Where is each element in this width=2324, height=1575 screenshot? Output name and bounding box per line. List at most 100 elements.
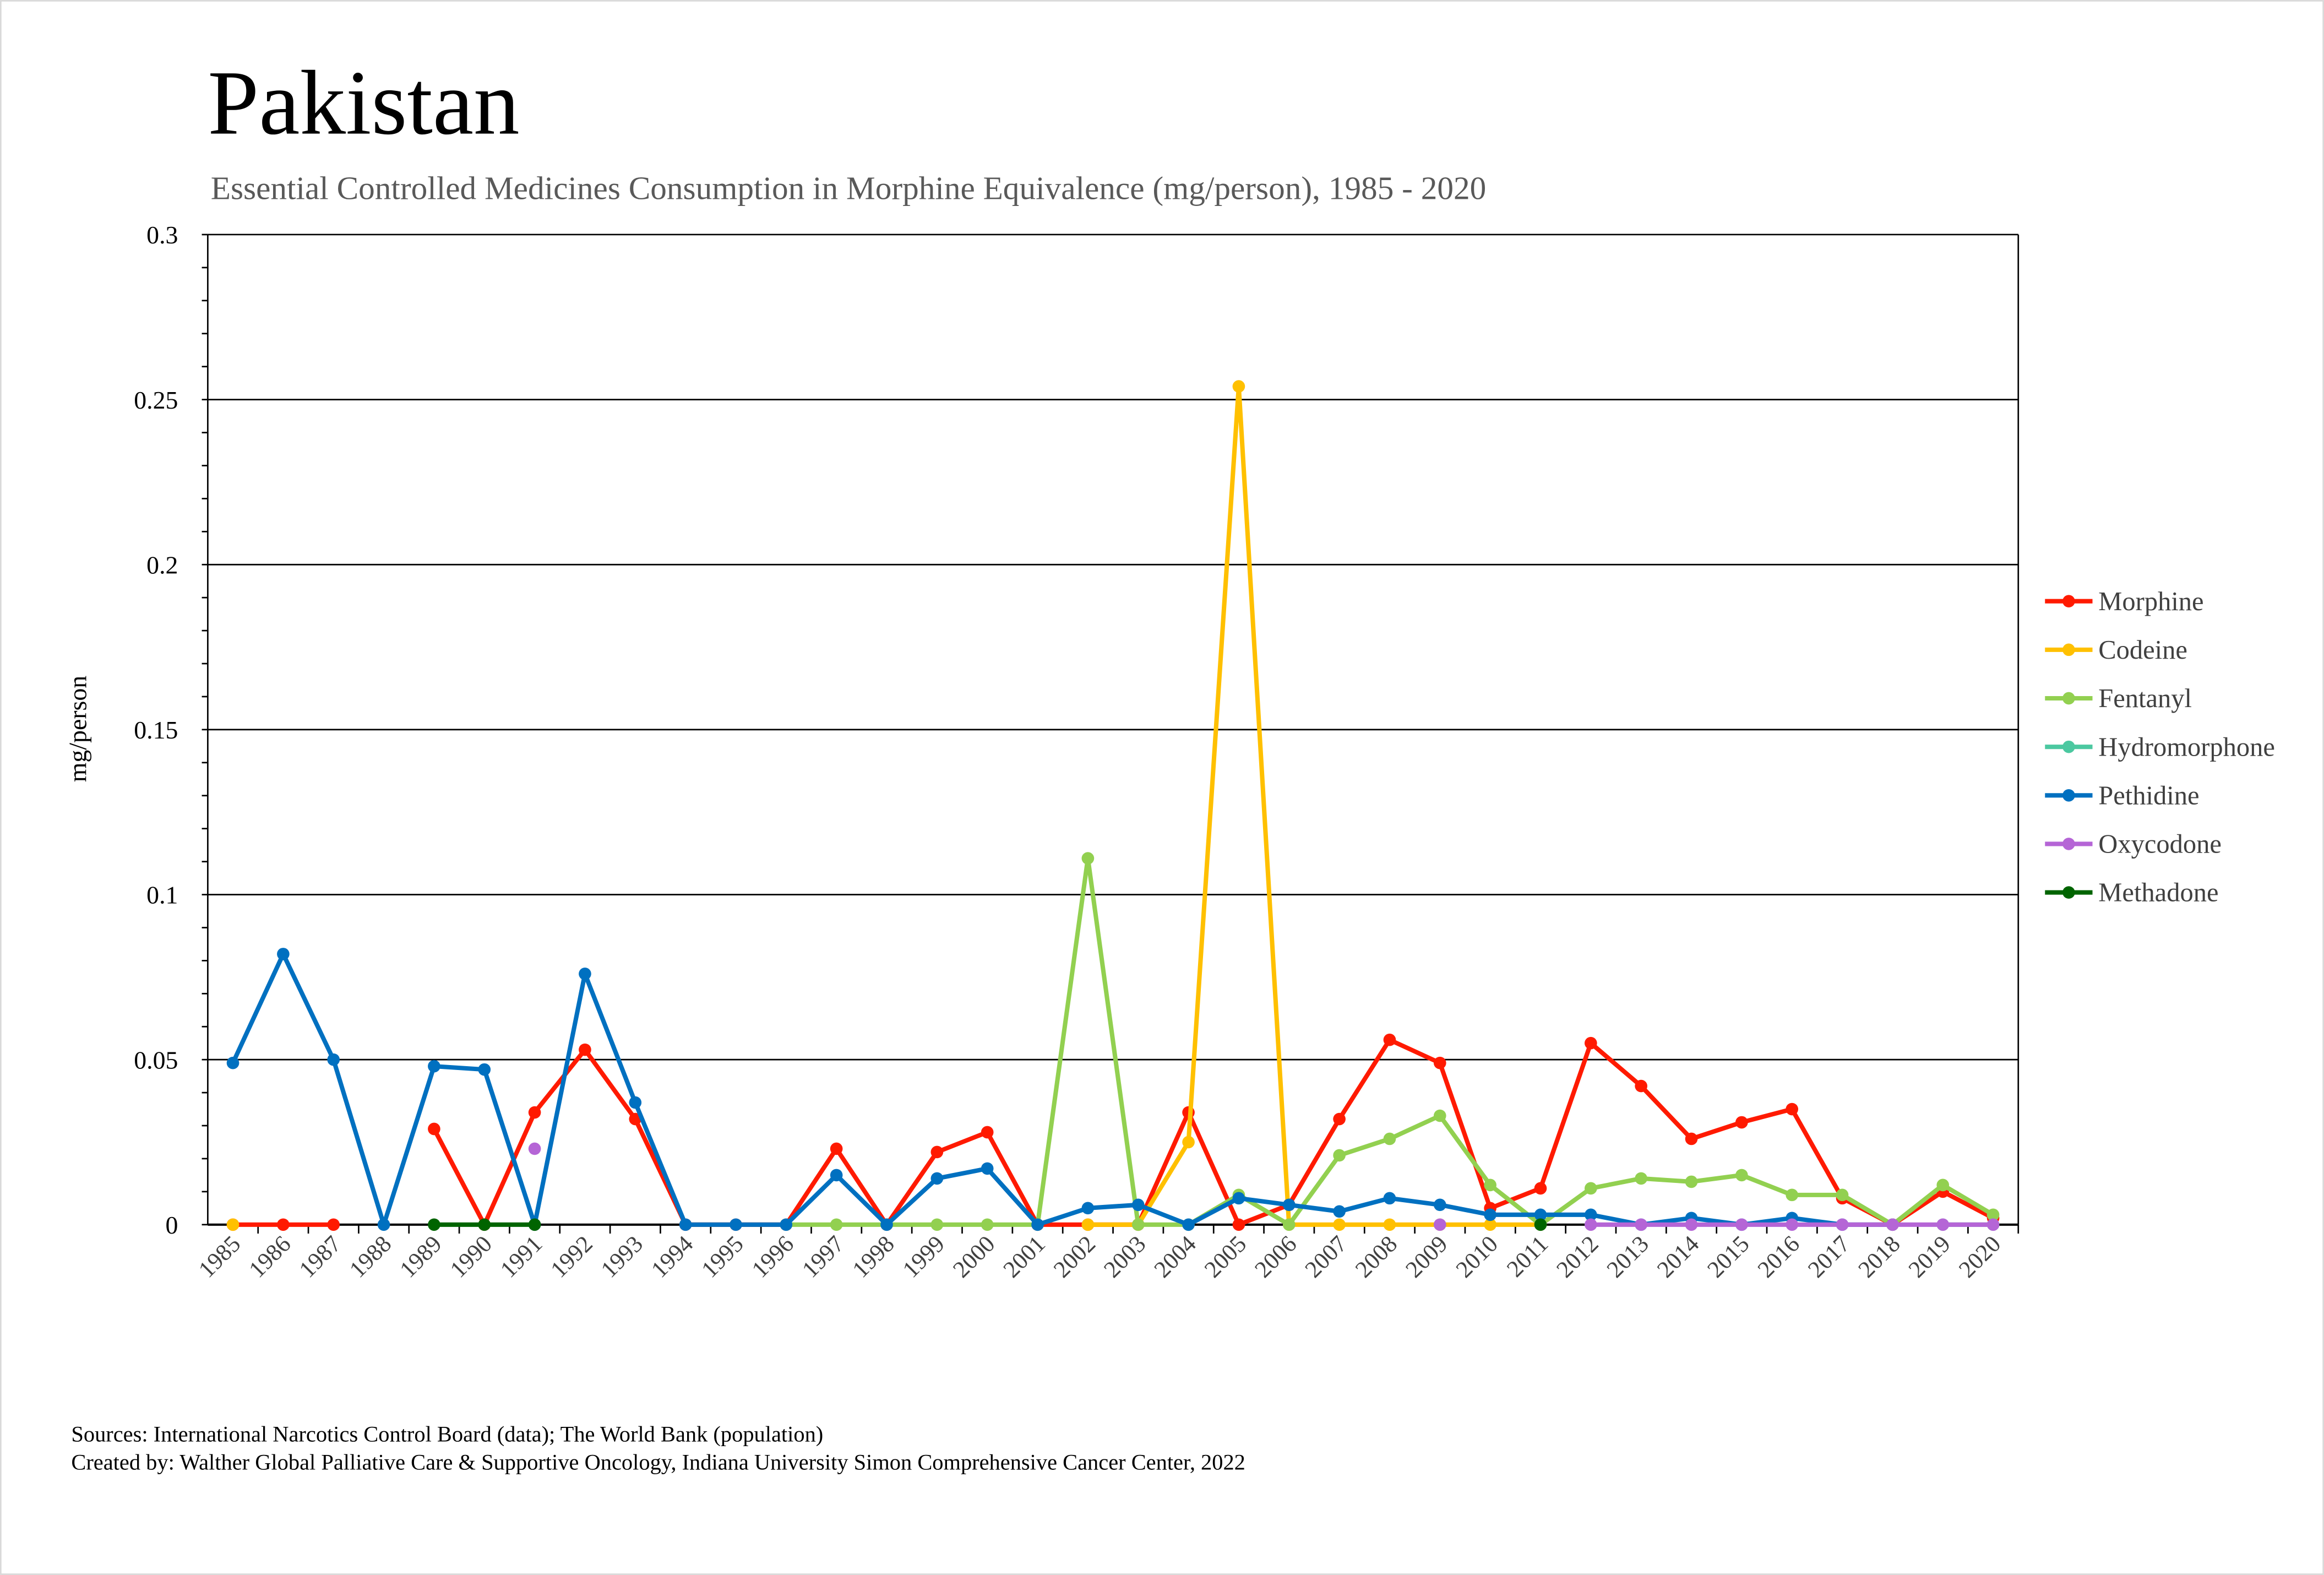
legend-swatch-marker xyxy=(2062,692,2075,705)
legend: Morphine Codeine Fentanyl Hydromorphone Peth… xyxy=(2045,587,2275,908)
legend-label: Morphine xyxy=(2098,587,2203,616)
data-point xyxy=(1635,1218,1647,1231)
data-point xyxy=(1131,1198,1145,1212)
data-point xyxy=(880,1218,893,1231)
data-point xyxy=(1484,1218,1496,1231)
data-point xyxy=(1735,1218,1748,1231)
data-point xyxy=(1282,1218,1296,1231)
data-point xyxy=(1433,1218,1446,1231)
data-point xyxy=(1585,1208,1597,1221)
data-point xyxy=(1936,1218,1950,1231)
data-point xyxy=(1534,1208,1547,1221)
data-point xyxy=(1986,1208,2000,1221)
legend-label: Codeine xyxy=(2098,636,2187,665)
series-oxycodone xyxy=(528,1142,2000,1231)
data-point xyxy=(981,1162,994,1175)
legend-item: Morphine xyxy=(2045,587,2204,616)
data-point xyxy=(830,1142,843,1155)
gridlines xyxy=(208,233,2018,1061)
data-point xyxy=(1735,1116,1748,1129)
data-point xyxy=(478,1218,491,1231)
data-point xyxy=(1081,1202,1095,1215)
legend-item: Oxycodone xyxy=(2045,830,2222,859)
data-point xyxy=(277,1218,290,1231)
series-line xyxy=(1087,384,1541,1227)
data-point xyxy=(1383,1132,1396,1145)
data-point xyxy=(1786,1188,1799,1202)
data-point xyxy=(428,1122,440,1136)
data-point xyxy=(930,1172,944,1185)
legend-item: Hydromorphone xyxy=(2045,732,2275,762)
legend-label: Pethidine xyxy=(2098,781,2199,810)
data-point xyxy=(930,1145,944,1159)
data-point xyxy=(277,948,290,960)
data-point xyxy=(1635,1079,1647,1093)
data-point xyxy=(1333,1205,1346,1218)
y-axis-label: mg/person xyxy=(63,676,91,782)
data-point xyxy=(1685,1132,1698,1145)
data-point xyxy=(830,1218,843,1231)
data-point xyxy=(1635,1172,1647,1185)
data-point xyxy=(629,1096,642,1109)
y-tick-label: 0 xyxy=(166,1211,178,1239)
data-point xyxy=(1333,1218,1346,1231)
y-tick-label: 0.1 xyxy=(146,881,178,909)
y-tick-label: 0.25 xyxy=(134,386,178,414)
data-point xyxy=(1986,1218,2000,1231)
data-point xyxy=(1534,1218,1547,1231)
data-point xyxy=(1282,1198,1296,1212)
data-point xyxy=(1786,1218,1799,1231)
legend-label: Hydromorphone xyxy=(2098,732,2275,762)
chart-subtitle: Essential Controlled Medicines Consumpti… xyxy=(211,170,1487,206)
data-point xyxy=(1484,1208,1496,1221)
data-point xyxy=(1585,1182,1597,1195)
data-point xyxy=(579,1043,591,1056)
y-tick-label: 0.05 xyxy=(134,1046,178,1074)
data-point xyxy=(1433,1109,1446,1122)
data-point xyxy=(528,1106,541,1119)
data-point xyxy=(1534,1182,1547,1195)
data-point xyxy=(327,1053,340,1066)
data-point xyxy=(1735,1169,1748,1182)
data-point xyxy=(1333,1149,1346,1162)
data-point xyxy=(1383,1218,1396,1231)
data-point xyxy=(981,1126,994,1139)
data-point xyxy=(1484,1178,1496,1192)
data-point xyxy=(1232,1192,1245,1205)
data-point xyxy=(1685,1218,1698,1231)
y-tick-label: 0.15 xyxy=(134,716,178,744)
data-point xyxy=(1182,1136,1195,1149)
data-point xyxy=(1383,1033,1396,1046)
legend-item: Fentanyl xyxy=(2045,684,2192,713)
data-point xyxy=(1232,380,1245,393)
legend-swatch-marker xyxy=(2062,886,2075,899)
legend-swatch-marker xyxy=(2062,740,2075,753)
data-point xyxy=(1182,1218,1195,1231)
data-point xyxy=(1232,1218,1245,1231)
y-tick-label: 0.3 xyxy=(146,221,178,249)
data-point xyxy=(1433,1198,1446,1212)
data-point xyxy=(830,1169,843,1182)
data-point xyxy=(679,1218,692,1231)
data-point xyxy=(1333,1112,1346,1126)
y-tick-label: 0.2 xyxy=(146,551,178,579)
data-point xyxy=(1031,1218,1044,1231)
data-point xyxy=(1836,1218,1849,1231)
legend-swatch-marker xyxy=(2062,595,2075,608)
legend-label: Methadone xyxy=(2098,878,2218,908)
data-point xyxy=(1786,1102,1799,1116)
legend-swatch-marker xyxy=(2062,789,2075,802)
chart-title: Pakistan xyxy=(208,52,519,154)
data-point xyxy=(226,1056,240,1069)
legend-swatch-marker xyxy=(2062,643,2075,656)
series-methadone xyxy=(428,1218,1547,1231)
data-point xyxy=(478,1063,491,1076)
legend-label: Fentanyl xyxy=(2098,684,2192,713)
data-point xyxy=(1585,1036,1597,1050)
legend-swatch-marker xyxy=(2062,838,2075,850)
legend-item: Pethidine xyxy=(2045,781,2200,810)
data-point xyxy=(428,1060,440,1073)
footer-created-by: Created by: Walther Global Palliative Ca… xyxy=(71,1450,1245,1475)
